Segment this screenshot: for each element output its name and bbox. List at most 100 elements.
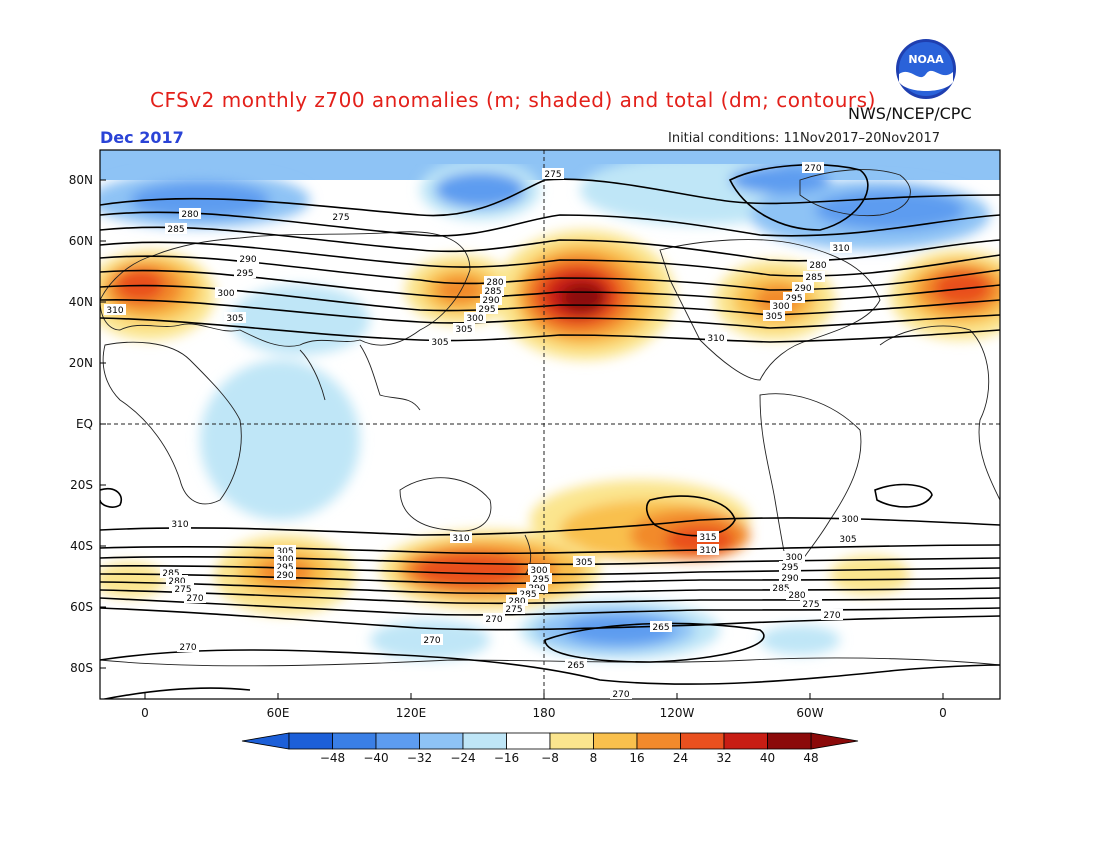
contour-label: 300 — [217, 289, 234, 299]
contour-label: 295 — [785, 294, 802, 304]
colorbar-label: 16 — [629, 751, 644, 765]
lat-label: 20N — [69, 356, 93, 370]
contour-label: 270 — [823, 611, 840, 621]
lat-label: 80N — [69, 173, 93, 187]
colorbar-label: −24 — [450, 751, 475, 765]
lon-label: 180 — [533, 706, 556, 720]
noaa-logo: NOAA — [896, 39, 956, 99]
contour-label: 300 — [466, 314, 483, 324]
contour-label: 275 — [174, 585, 191, 595]
contour-label: 280 — [788, 591, 805, 601]
colorbar-label: 24 — [673, 751, 688, 765]
contour-label: 295 — [236, 269, 253, 279]
colorbar-cell — [506, 732, 551, 750]
contour-label: 280 — [508, 597, 525, 607]
contour-labels: 275 270 280 285 290 295 300 305 310 280 … — [104, 162, 861, 700]
contour-label: 280 — [486, 278, 503, 288]
colorbar-end-low — [241, 732, 290, 750]
contour-label: 310 — [452, 534, 469, 544]
colorbar-label: −16 — [494, 751, 519, 765]
contour-label: 305 — [575, 558, 592, 568]
colorbar-end-high — [810, 732, 859, 750]
colorbar-cell — [549, 732, 594, 750]
contour-label: 290 — [781, 574, 798, 584]
lat-axis-labels: 80N 60N 40N 20N EQ 20S 40S 60S 80S — [69, 173, 93, 675]
contour-label: 305 — [431, 338, 448, 348]
colorbar-cell — [767, 732, 812, 750]
contour-label: 265 — [652, 623, 669, 633]
contour-label: 310 — [707, 334, 724, 344]
colorbar-cell — [375, 732, 420, 750]
lat-label: 60N — [69, 234, 93, 248]
lat-label: 60S — [70, 600, 93, 614]
axis-ticks — [100, 179, 944, 699]
lat-label: 80S — [70, 661, 93, 675]
contour-label: 280 — [809, 261, 826, 271]
lon-label: 0 — [939, 706, 947, 720]
lon-label: 120W — [660, 706, 695, 720]
colorbar-label: 32 — [716, 751, 731, 765]
contour-label: 270 — [612, 690, 629, 700]
contour-label: 285 — [772, 584, 789, 594]
agency-label: NWS/NCEP/CPC — [848, 104, 972, 123]
lon-label: 60W — [796, 706, 823, 720]
contour-label: 295 — [478, 305, 495, 315]
contour-label: 270 — [804, 164, 821, 174]
colorbar-label: −48 — [320, 751, 345, 765]
contour-label: 270 — [423, 636, 440, 646]
contour-label: 305 — [276, 547, 293, 557]
contour-label: 305 — [765, 312, 782, 322]
contour-label: 305 — [839, 535, 856, 545]
colorbar-label: −8 — [541, 751, 559, 765]
contour-label: 315 — [699, 533, 716, 543]
contour-label: 290 — [239, 255, 256, 265]
colorbar-label: 8 — [590, 751, 598, 765]
chart-title: CFSv2 monthly z700 anomalies (m; shaded)… — [150, 88, 876, 112]
colorbar-cell — [419, 732, 464, 750]
contour-label: 290 — [794, 284, 811, 294]
lat-label: EQ — [76, 417, 93, 431]
contour-label: 275 — [544, 170, 561, 180]
contour-label: 305 — [455, 325, 472, 335]
contour-label: 310 — [106, 306, 123, 316]
contour-label: 295 — [781, 563, 798, 573]
contour-label: 285 — [167, 225, 184, 235]
colorbar-cell — [680, 732, 725, 750]
contour-label: 290 — [482, 296, 499, 306]
colorbar-cell — [332, 732, 377, 750]
contour-label: 310 — [699, 546, 716, 556]
colorbar-cell — [288, 732, 333, 750]
lon-label: 0 — [141, 706, 149, 720]
contour-label: 300 — [841, 515, 858, 525]
contour-label: 295 — [276, 563, 293, 573]
lon-label: 60E — [267, 706, 290, 720]
contour-label: 275 — [505, 605, 522, 615]
contour-label: 280 — [168, 577, 185, 587]
contour-label: 265 — [567, 661, 584, 671]
contour-label: 305 — [226, 314, 243, 324]
contour-label: 295 — [532, 575, 549, 585]
lat-label: 40N — [69, 295, 93, 309]
colorbar-label: −40 — [363, 751, 388, 765]
contour-label: 300 — [772, 302, 789, 312]
contour-label: 300 — [276, 555, 293, 565]
contour-label: 285 — [805, 273, 822, 283]
contour-label: 275 — [802, 600, 819, 610]
contour-label: 310 — [171, 520, 188, 530]
lat-label: 40S — [70, 539, 93, 553]
contour-label: 280 — [181, 210, 198, 220]
contour-label: 300 — [530, 566, 547, 576]
lon-axis-labels: 0 60E 120E 180 120W 60W 0 — [141, 706, 947, 720]
colorbar-cell — [593, 732, 638, 750]
anomaly-shading — [100, 150, 1000, 660]
colorbar-cell — [462, 732, 507, 750]
contour-label: 270 — [485, 615, 502, 625]
contour-label: 300 — [785, 553, 802, 563]
contour-label: 310 — [832, 244, 849, 254]
contour-label: 285 — [162, 569, 179, 579]
reference-lines — [100, 150, 1000, 699]
forecast-month: Dec 2017 — [100, 128, 184, 147]
lat-label: 20S — [70, 478, 93, 492]
colorbar-cell — [636, 732, 681, 750]
contour-label: 270 — [186, 594, 203, 604]
